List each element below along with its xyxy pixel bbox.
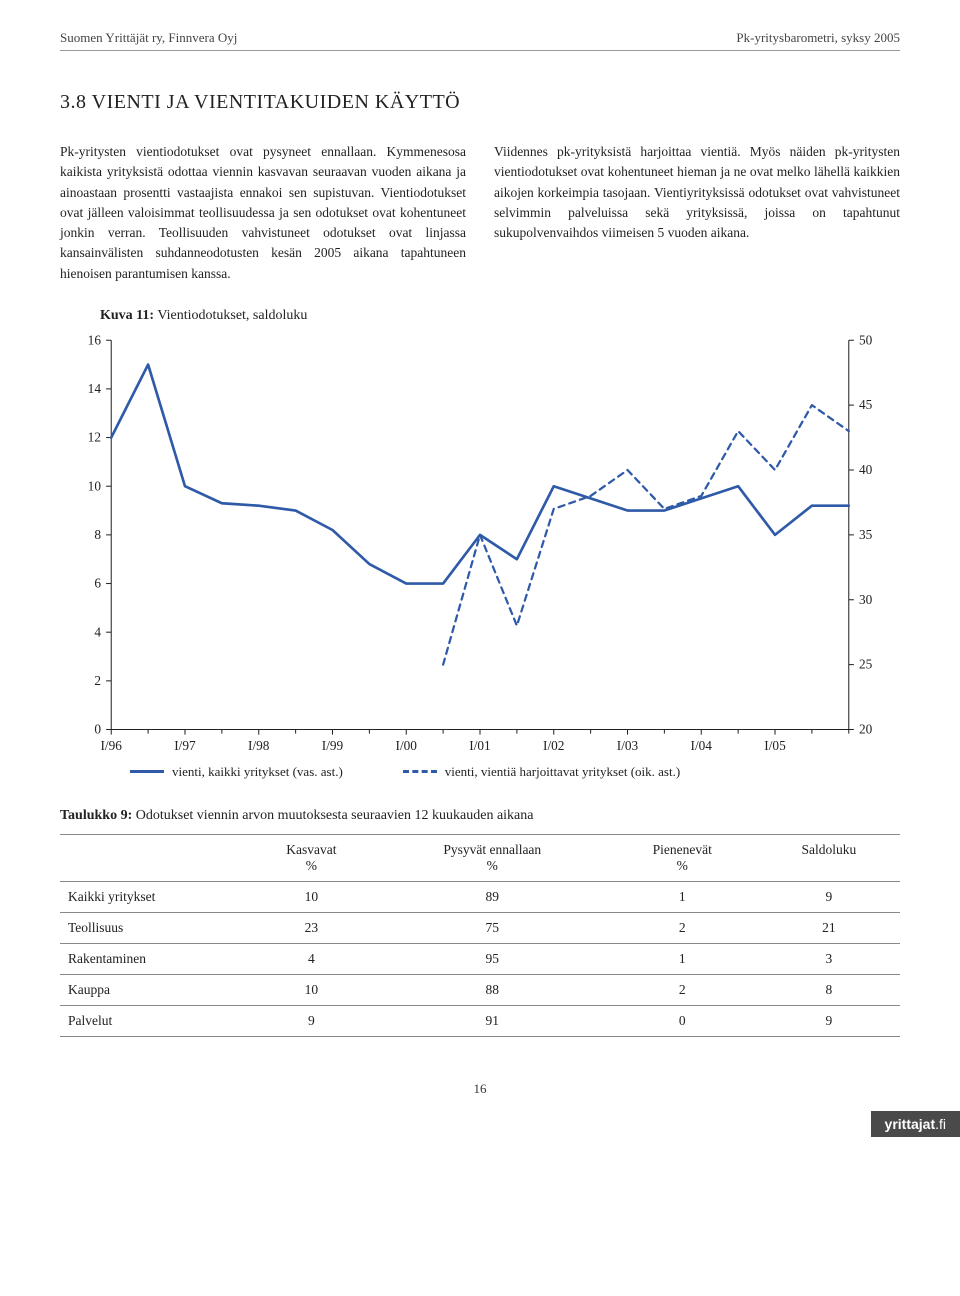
chart-title-prefix: Kuva 11:: [100, 308, 154, 323]
legend-swatch-solid: [130, 770, 164, 773]
table-col-header: Saldoluku: [758, 834, 900, 881]
table-cell: 9: [758, 1005, 900, 1036]
table-col-header: Pienenevät%: [607, 834, 758, 881]
legend-swatch-dash: [403, 770, 437, 773]
table-cell: 9: [245, 1005, 378, 1036]
table-cell: 21: [758, 912, 900, 943]
svg-text:14: 14: [88, 381, 102, 396]
section-title: 3.8 VIENTI JA VIENTITAKUIDEN KÄYTTÖ: [60, 91, 900, 114]
data-table: Kasvavat%Pysyvät ennallaan%Pienenevät%Sa…: [60, 834, 900, 1037]
table-row-label: Teollisuus: [60, 912, 245, 943]
table-cell: 10: [245, 974, 378, 1005]
table-title-prefix: Taulukko 9:: [60, 808, 132, 823]
line-chart: 0 2 4 6 8 10 12 14 16 20 25 30 35 40 45 50 I/96 I/97 I/98 I…: [60, 330, 900, 760]
svg-text:I/04: I/04: [691, 738, 713, 753]
page-header: Suomen Yrittäjät ry, Finnvera Oyj Pk-yri…: [60, 30, 900, 51]
body-col-right: Viidennes pk-yrityksistä harjoittaa vien…: [494, 142, 900, 284]
svg-text:40: 40: [859, 462, 873, 477]
svg-text:45: 45: [859, 397, 873, 412]
table-row-label: Rakentaminen: [60, 943, 245, 974]
table-title: Taulukko 9: Odotukset viennin arvon muut…: [60, 808, 900, 824]
header-right: Pk-yritysbarometri, syksy 2005: [736, 30, 900, 46]
body-columns: Pk-yritysten vientiodotukset ovat pysyne…: [60, 142, 900, 284]
svg-text:I/02: I/02: [543, 738, 564, 753]
chart-legend: vienti, kaikki yritykset (vas. ast.) vie…: [130, 764, 900, 780]
table-col-header: [60, 834, 245, 881]
svg-text:10: 10: [88, 478, 102, 493]
table-cell: 4: [245, 943, 378, 974]
svg-text:I/99: I/99: [322, 738, 344, 753]
table-cell: 88: [378, 974, 607, 1005]
svg-text:25: 25: [859, 656, 873, 671]
table-cell: 75: [378, 912, 607, 943]
table-row-label: Palvelut: [60, 1005, 245, 1036]
table-row-label: Kaikki yritykset: [60, 881, 245, 912]
table-cell: 0: [607, 1005, 758, 1036]
svg-text:I/97: I/97: [174, 738, 196, 753]
svg-text:16: 16: [88, 332, 102, 347]
table-row: Kaikki yritykset108919: [60, 881, 900, 912]
table-cell: 23: [245, 912, 378, 943]
table-cell: 10: [245, 881, 378, 912]
chart-container: 0 2 4 6 8 10 12 14 16 20 25 30 35 40 45 50 I/96 I/97 I/98 I…: [60, 330, 900, 780]
body-col-left: Pk-yritysten vientiodotukset ovat pysyne…: [60, 142, 466, 284]
table-cell: 95: [378, 943, 607, 974]
svg-text:12: 12: [88, 429, 101, 444]
svg-text:4: 4: [94, 624, 101, 639]
chart-title: Kuva 11: Vientiodotukset, saldoluku: [100, 308, 900, 324]
svg-text:50: 50: [859, 332, 873, 347]
table-cell: 89: [378, 881, 607, 912]
table-row: Kauppa108828: [60, 974, 900, 1005]
footer-brand-name: yrittajat: [885, 1116, 936, 1132]
svg-text:I/05: I/05: [764, 738, 786, 753]
legend-label-solid: vienti, kaikki yritykset (vas. ast.): [172, 764, 343, 780]
table-cell: 3: [758, 943, 900, 974]
table-cell: 2: [607, 912, 758, 943]
table-col-header: Pysyvät ennallaan%: [378, 834, 607, 881]
svg-text:6: 6: [94, 575, 101, 590]
table-cell: 2: [607, 974, 758, 1005]
table-cell: 91: [378, 1005, 607, 1036]
table-row: Teollisuus2375221: [60, 912, 900, 943]
table-cell: 1: [607, 943, 758, 974]
svg-text:I/96: I/96: [101, 738, 123, 753]
table-head: Kasvavat%Pysyvät ennallaan%Pienenevät%Sa…: [60, 834, 900, 881]
chart-title-rest: Vientiodotukset, saldoluku: [154, 308, 307, 323]
footer-brand: yrittajat.fi: [871, 1111, 960, 1137]
svg-text:0: 0: [94, 721, 101, 736]
table-body: Kaikki yritykset108919Teollisuus2375221R…: [60, 881, 900, 1036]
table-row-label: Kauppa: [60, 974, 245, 1005]
svg-text:I/03: I/03: [617, 738, 639, 753]
page-number: 16: [60, 1081, 900, 1097]
legend-item-solid: vienti, kaikki yritykset (vas. ast.): [130, 764, 343, 780]
svg-text:30: 30: [859, 592, 873, 607]
footer-brand-suffix: .fi: [935, 1116, 946, 1132]
table-cell: 9: [758, 881, 900, 912]
legend-item-dash: vienti, vientiä harjoittavat yritykset (…: [403, 764, 680, 780]
svg-text:8: 8: [94, 527, 101, 542]
table-row: Rakentaminen49513: [60, 943, 900, 974]
table-cell: 8: [758, 974, 900, 1005]
table-header-row: Kasvavat%Pysyvät ennallaan%Pienenevät%Sa…: [60, 834, 900, 881]
table-row: Palvelut99109: [60, 1005, 900, 1036]
legend-label-dash: vienti, vientiä harjoittavat yritykset (…: [445, 764, 680, 780]
svg-text:2: 2: [94, 673, 101, 688]
svg-text:I/00: I/00: [396, 738, 418, 753]
table-title-rest: Odotukset viennin arvon muutoksesta seur…: [132, 808, 533, 823]
svg-text:20: 20: [859, 721, 873, 736]
header-left: Suomen Yrittäjät ry, Finnvera Oyj: [60, 30, 237, 46]
svg-text:I/01: I/01: [469, 738, 490, 753]
table-col-header: Kasvavat%: [245, 834, 378, 881]
table-cell: 1: [607, 881, 758, 912]
svg-text:35: 35: [859, 527, 873, 542]
svg-text:I/98: I/98: [248, 738, 270, 753]
